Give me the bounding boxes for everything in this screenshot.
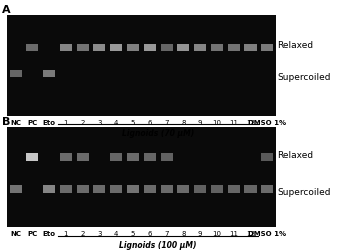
Text: 7: 7 [164,119,169,125]
Bar [7,128,276,228]
Text: DMSO 1%: DMSO 1% [248,230,286,236]
Bar [110,44,122,52]
Bar [93,44,106,52]
Text: 11: 11 [229,230,238,236]
Text: 10: 10 [212,230,222,236]
Text: 11: 11 [229,119,238,125]
Text: Supercoiled: Supercoiled [277,188,331,196]
Text: 1: 1 [64,230,68,236]
Bar [245,44,257,52]
Bar [160,154,173,161]
Text: PC: PC [27,230,38,236]
Bar [177,186,189,193]
Text: DMSO 1%: DMSO 1% [248,119,286,125]
Bar [160,44,173,52]
Text: 4: 4 [114,230,118,236]
Text: 7: 7 [164,230,169,236]
Bar [77,154,89,161]
Bar [127,186,139,193]
Bar [194,44,206,52]
Bar [60,186,72,193]
Text: 8: 8 [181,119,185,125]
Bar [211,186,223,193]
Bar [10,70,21,78]
Bar [144,154,156,161]
Bar [228,44,240,52]
Bar [144,44,156,52]
Text: 6: 6 [147,119,152,125]
Bar [211,44,223,52]
Text: 3: 3 [97,119,102,125]
Text: NC: NC [10,230,21,236]
Bar [26,44,38,52]
Bar [160,186,173,193]
Text: 4: 4 [114,119,118,125]
Text: 12: 12 [246,119,255,125]
Text: Lignoids (100 μM): Lignoids (100 μM) [120,240,197,249]
Text: A: A [2,5,10,15]
Bar [10,186,21,193]
Bar [60,44,72,52]
Bar [77,186,89,193]
Bar [26,154,38,161]
Bar [261,154,273,161]
Text: B: B [2,116,10,126]
Text: 5: 5 [131,119,135,125]
Text: Eto: Eto [43,119,55,125]
Bar [43,70,55,78]
Bar [60,154,72,161]
Text: Relaxed: Relaxed [277,41,314,50]
Text: 5: 5 [131,230,135,236]
Bar [110,154,122,161]
Bar [110,186,122,193]
Bar [7,16,276,116]
Text: 9: 9 [198,119,202,125]
Bar [261,44,273,52]
Bar [77,44,89,52]
Bar [228,186,240,193]
Text: Lignoids (70 μM): Lignoids (70 μM) [122,129,194,138]
Bar [127,154,139,161]
Bar [93,186,106,193]
Text: PC: PC [27,119,38,125]
Bar [245,186,257,193]
Text: Eto: Eto [43,230,55,236]
Bar [261,186,273,193]
Text: NC: NC [10,119,21,125]
Text: 6: 6 [147,230,152,236]
Bar [194,186,206,193]
Text: Supercoiled: Supercoiled [277,72,331,81]
Bar [43,186,55,193]
Bar [144,186,156,193]
Text: 2: 2 [81,230,85,236]
Text: 9: 9 [198,230,202,236]
Text: 2: 2 [81,119,85,125]
Text: 10: 10 [212,119,222,125]
Text: 3: 3 [97,230,102,236]
Bar [177,44,189,52]
Text: Relaxed: Relaxed [277,150,314,160]
Bar [127,44,139,52]
Text: 1: 1 [64,119,68,125]
Text: 8: 8 [181,230,185,236]
Text: 12: 12 [246,230,255,236]
